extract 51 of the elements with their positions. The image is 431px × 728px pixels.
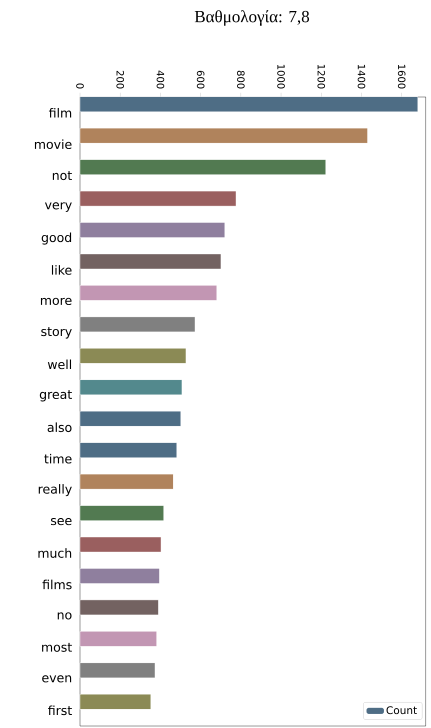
y-tick-label: no (58, 612, 72, 620)
y-tick-label: great (40, 390, 72, 402)
chart-title: Βαθμολογία: 7,8 (194, 10, 310, 26)
y-tick-label: even (42, 675, 72, 682)
y-tick-label: like (52, 265, 72, 275)
bar (80, 631, 157, 647)
y-tick-label: much (38, 548, 72, 558)
x-tick-label: 200 (116, 70, 124, 89)
bar (80, 600, 159, 616)
y-tick-label: well (48, 359, 72, 370)
y-tick-label: not (52, 171, 72, 180)
y-tick-label: see (50, 518, 72, 526)
bar (80, 411, 181, 426)
bar (80, 190, 236, 206)
x-tick-label: 1000 (277, 64, 285, 89)
y-tick-label: more (40, 298, 72, 306)
y-tick-label: story (41, 327, 72, 339)
x-tick-label: 400 (156, 70, 164, 89)
bar (80, 159, 326, 175)
bar (80, 662, 156, 678)
y-tick-label: good (42, 232, 72, 245)
bar (80, 694, 151, 710)
x-tick-label: 800 (237, 70, 245, 89)
bar (80, 128, 368, 144)
y-tick-label: really (38, 484, 72, 496)
y-tick-label: also (48, 422, 72, 432)
y-tick-label: very (44, 202, 72, 212)
bar (80, 96, 418, 112)
bar (80, 442, 177, 458)
x-tick-label: 0 (76, 84, 84, 89)
bar (80, 568, 160, 584)
y-tick-label: films (42, 580, 72, 590)
bar (80, 285, 217, 301)
x-tick-label: 1400 (358, 64, 366, 89)
bar (80, 254, 222, 270)
bar (80, 536, 162, 552)
y-tick-label: film (48, 108, 72, 118)
bar (80, 316, 196, 332)
bar (80, 505, 164, 521)
x-tick-label: 600 (196, 70, 204, 89)
y-tick-label: movie (34, 139, 72, 150)
bar (80, 380, 182, 395)
x-tick-label: 1200 (317, 64, 326, 89)
y-tick-label: most (42, 642, 72, 652)
bar (80, 474, 174, 490)
x-tick-label: 1600 (398, 64, 406, 89)
legend-label: Count (386, 706, 417, 714)
bar (80, 222, 225, 238)
y-tick-label: first (48, 705, 72, 716)
bar (80, 348, 186, 364)
y-tick-label: time (44, 454, 72, 464)
